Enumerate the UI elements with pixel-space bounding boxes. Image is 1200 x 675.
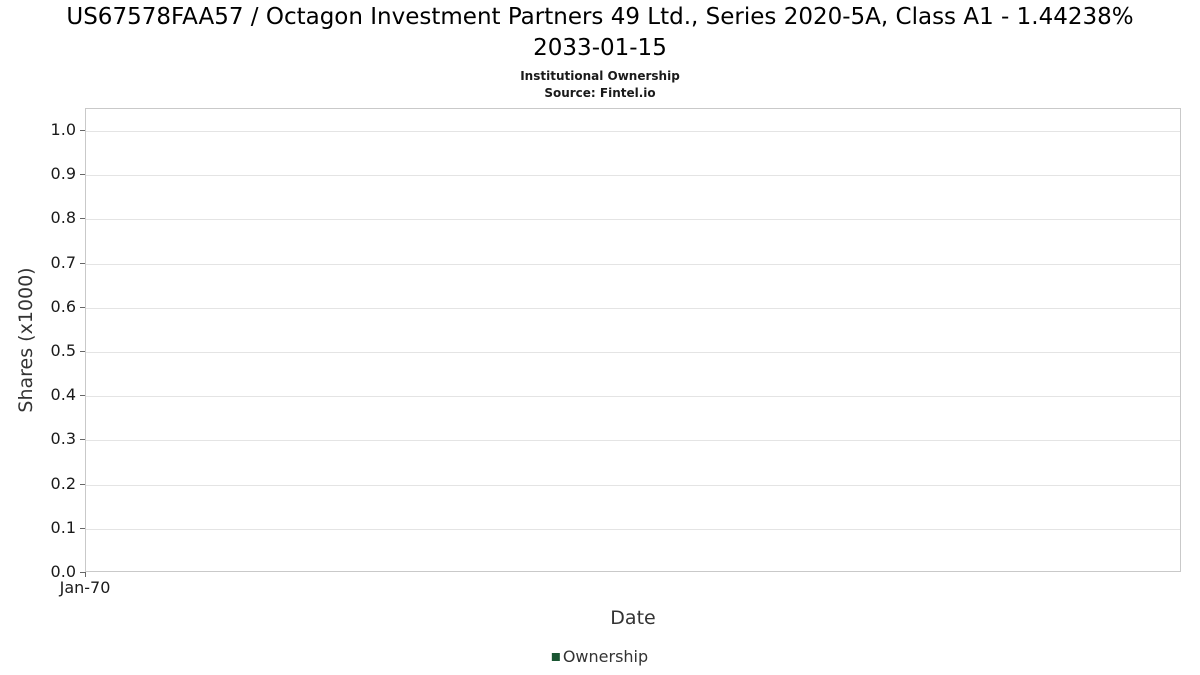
x-tick-mark — [85, 572, 86, 577]
y-tick-mark — [80, 174, 85, 176]
y-tick-label: 0.8 — [50, 208, 76, 228]
legend-label-ownership: Ownership — [562, 647, 649, 666]
y-tick-label: 0.3 — [50, 429, 76, 449]
x-axis-label: Date — [610, 607, 656, 629]
y-tick-mark — [80, 572, 85, 573]
gridline — [86, 396, 1180, 398]
chart-source: Source: Fintel.io — [544, 86, 656, 100]
y-tick-mark — [80, 483, 85, 485]
y-tick-mark — [80, 395, 85, 397]
y-tick-mark — [80, 218, 85, 220]
chart-title: US67578FAA57 / Octagon Investment Partne… — [0, 2, 1200, 64]
y-tick-mark — [80, 306, 85, 308]
gridline — [86, 131, 1180, 132]
chart-subtitle: Institutional Ownership — [520, 69, 680, 83]
y-tick-mark — [80, 130, 85, 131]
gridline — [86, 307, 1180, 309]
gridline — [86, 175, 1180, 177]
y-tick-mark — [80, 351, 85, 352]
y-tick-mark — [80, 527, 85, 529]
plot-area — [85, 108, 1181, 572]
legend[interactable]: Ownership — [551, 647, 649, 666]
y-tick-label: 0.1 — [50, 517, 76, 537]
y-tick-label: 0.6 — [50, 296, 76, 316]
y-tick-mark — [80, 439, 85, 441]
x-tick-label: Jan-70 — [59, 578, 111, 597]
gridline — [86, 352, 1180, 353]
gridline — [86, 219, 1180, 221]
y-tick-label: 0.2 — [50, 473, 76, 493]
gridline — [86, 263, 1180, 265]
y-tick-mark — [80, 262, 85, 264]
gridline — [86, 528, 1180, 530]
y-tick-label: 0.0 — [50, 562, 76, 581]
y-tick-label: 0.5 — [50, 341, 76, 360]
y-tick-label: 0.4 — [50, 385, 76, 405]
chart-title-text: US67578FAA57 / Octagon Investment Partne… — [66, 4, 1134, 61]
legend-swatch-ownership — [551, 652, 560, 661]
gridline — [86, 484, 1180, 486]
y-tick-label: 1.0 — [50, 120, 76, 139]
gridline — [86, 440, 1180, 442]
y-tick-label: 0.7 — [50, 252, 76, 272]
y-tick-label: 0.9 — [50, 164, 76, 184]
